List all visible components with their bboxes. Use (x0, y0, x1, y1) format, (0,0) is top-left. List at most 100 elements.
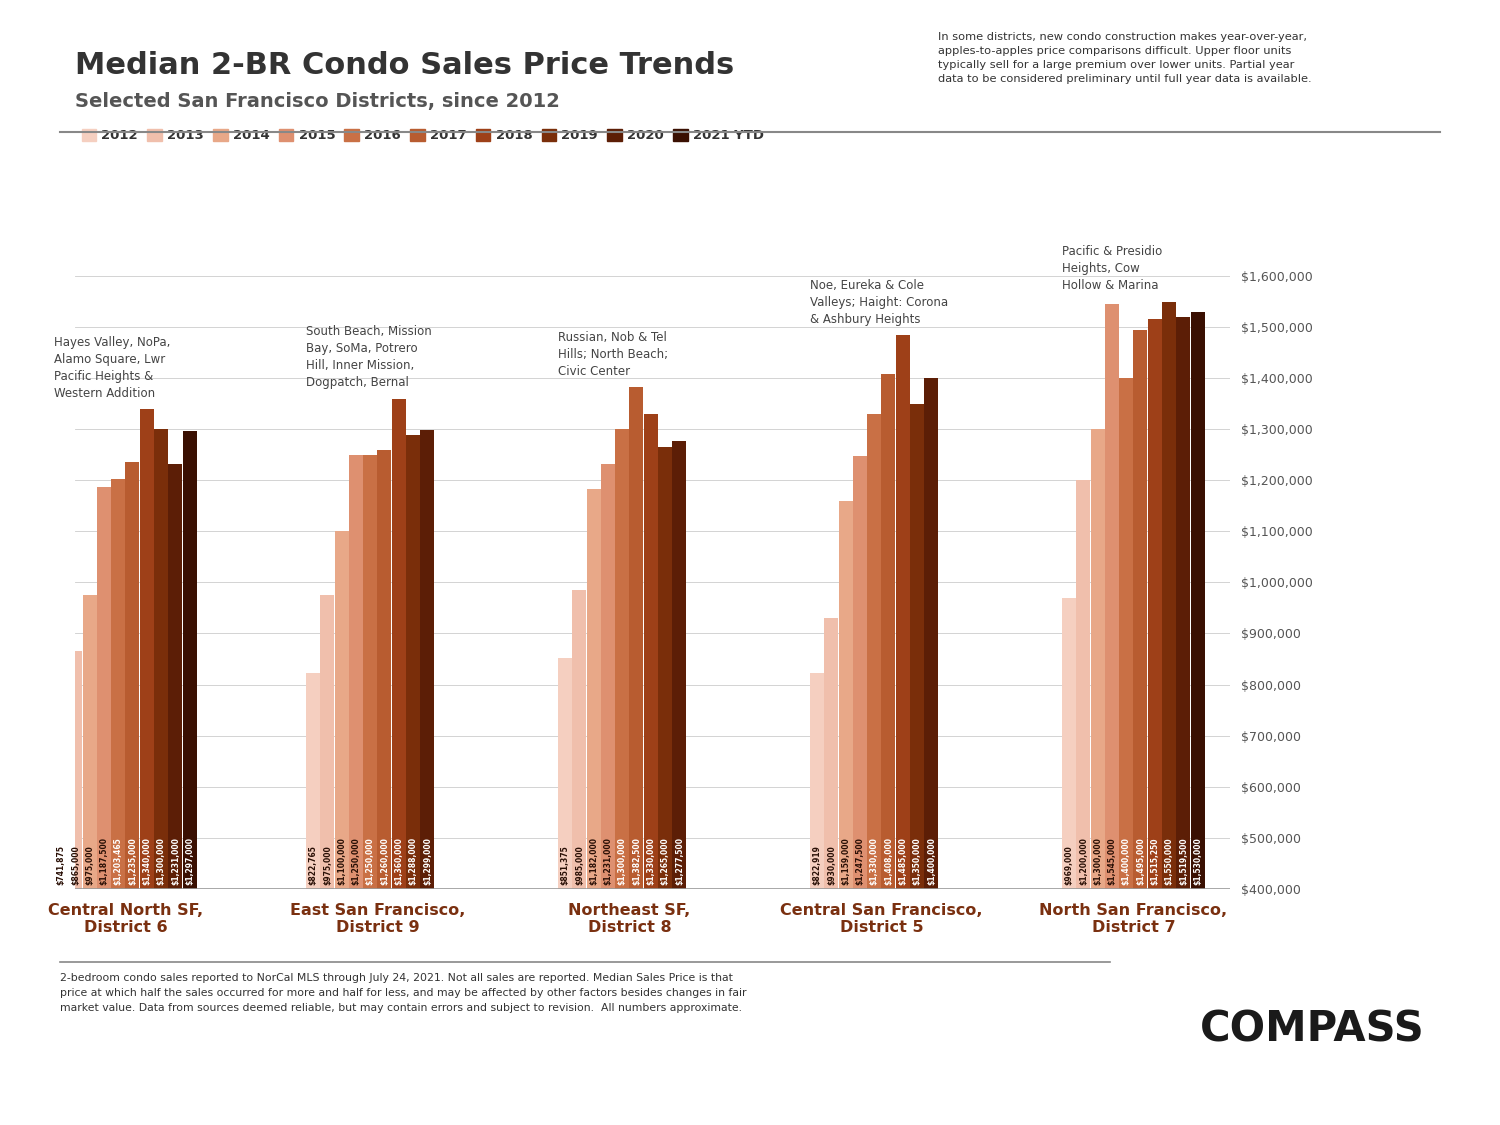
Bar (630, 387, 644, 889)
Text: $1,400,000: $1,400,000 (1122, 837, 1131, 884)
Bar (69, 651, 82, 889)
Text: 2-bedroom condo sales reported to NorCal MLS through July 24, 2021. Not all sale: 2-bedroom condo sales reported to NorCal… (60, 973, 747, 1012)
Bar (1162, 302, 1176, 889)
Text: $969,000: $969,000 (1065, 845, 1074, 884)
Bar (140, 408, 153, 889)
Bar (867, 414, 880, 889)
Bar (615, 430, 628, 889)
Bar (558, 658, 572, 889)
Bar (644, 414, 657, 889)
Text: $1,300,000: $1,300,000 (156, 837, 165, 884)
Text: $930,000: $930,000 (827, 845, 836, 884)
Bar (334, 531, 348, 889)
Bar (1119, 378, 1132, 889)
Bar (839, 502, 852, 889)
Text: $865,000: $865,000 (70, 845, 80, 884)
Text: $822,919: $822,919 (813, 845, 822, 884)
Bar (853, 456, 867, 889)
Text: $1,203,465: $1,203,465 (114, 837, 123, 884)
Bar (363, 455, 376, 889)
Bar (1176, 317, 1190, 889)
Text: $1,300,000: $1,300,000 (618, 837, 627, 884)
Text: $1,382,500: $1,382,500 (632, 837, 640, 884)
Bar (82, 595, 96, 889)
Bar (420, 430, 434, 889)
Text: $1,519,500: $1,519,500 (1179, 837, 1188, 884)
Bar (98, 487, 111, 889)
Text: Hayes Valley, NoPa,
Alamo Square, Lwr
Pacific Heights &
Western Addition: Hayes Valley, NoPa, Alamo Square, Lwr Pa… (54, 335, 171, 399)
Bar (1077, 480, 1090, 889)
Text: $1,182,000: $1,182,000 (590, 837, 598, 884)
Bar (672, 441, 686, 889)
Text: $1,299,000: $1,299,000 (423, 837, 432, 884)
Bar (924, 378, 938, 889)
Bar (306, 673, 320, 889)
Bar (126, 462, 140, 889)
Bar (586, 489, 600, 889)
Text: $1,231,000: $1,231,000 (603, 837, 612, 884)
Bar (378, 450, 392, 889)
Text: $1,330,000: $1,330,000 (870, 837, 879, 884)
Bar (406, 435, 420, 889)
Text: $1,485,000: $1,485,000 (898, 837, 908, 884)
Text: Median 2-BR Condo Sales Price Trends: Median 2-BR Condo Sales Price Trends (75, 51, 735, 80)
Text: $1,288,000: $1,288,000 (408, 837, 417, 884)
Text: $1,187,500: $1,187,500 (99, 837, 108, 884)
Text: COMPASS: COMPASS (1200, 1008, 1425, 1051)
Text: $975,000: $975,000 (322, 845, 332, 884)
Text: $1,360,000: $1,360,000 (394, 837, 404, 884)
Text: $975,000: $975,000 (86, 845, 94, 884)
Bar (896, 335, 909, 889)
Text: $1,277,500: $1,277,500 (675, 837, 684, 884)
Text: $1,550,000: $1,550,000 (1164, 837, 1173, 884)
Bar (1191, 312, 1204, 889)
Text: $1,260,000: $1,260,000 (380, 837, 388, 884)
Bar (602, 465, 615, 889)
Bar (573, 590, 586, 889)
Text: Selected San Francisco Districts, since 2012: Selected San Francisco Districts, since … (75, 92, 560, 111)
Text: $1,530,000: $1,530,000 (1192, 837, 1202, 884)
Text: $1,235,000: $1,235,000 (128, 837, 136, 884)
Text: $1,495,000: $1,495,000 (1136, 837, 1144, 884)
Text: $1,350,000: $1,350,000 (912, 837, 921, 884)
Bar (350, 455, 363, 889)
Bar (183, 431, 196, 889)
Bar (1062, 598, 1076, 889)
Text: $1,340,000: $1,340,000 (142, 837, 152, 884)
Text: $1,100,000: $1,100,000 (338, 837, 346, 884)
Text: Noe, Eureka & Cole
Valleys; Haight: Corona
& Ashbury Heights: Noe, Eureka & Cole Valleys; Haight: Coro… (810, 279, 948, 325)
Bar (168, 465, 182, 889)
Text: $1,408,000: $1,408,000 (884, 837, 892, 884)
Bar (392, 398, 405, 889)
Text: $1,545,000: $1,545,000 (1107, 837, 1116, 884)
Text: $1,330,000: $1,330,000 (646, 837, 656, 884)
Text: Russian, Nob & Tel
Hills; North Beach;
Civic Center: Russian, Nob & Tel Hills; North Beach; C… (558, 331, 668, 378)
Text: $822,765: $822,765 (309, 845, 318, 884)
Legend: 2012, 2013, 2014, 2015, 2016, 2017, 2018, 2019, 2020, 2021 YTD: 2012, 2013, 2014, 2015, 2016, 2017, 2018… (81, 129, 764, 142)
Text: $1,297,000: $1,297,000 (184, 837, 194, 884)
Bar (882, 375, 896, 889)
Bar (1106, 304, 1119, 889)
Text: $1,300,000: $1,300,000 (1094, 837, 1102, 884)
Bar (1148, 319, 1161, 889)
Bar (111, 478, 125, 889)
Text: $741,875: $741,875 (57, 845, 66, 884)
Text: South Beach, Mission
Bay, SoMa, Potrero
Hill, Inner Mission,
Dogpatch, Bernal: South Beach, Mission Bay, SoMa, Potrero … (306, 325, 432, 389)
Text: $1,200,000: $1,200,000 (1078, 837, 1088, 884)
Text: $1,159,000: $1,159,000 (842, 837, 850, 884)
Bar (1090, 430, 1104, 889)
Text: $1,250,000: $1,250,000 (351, 837, 360, 884)
Bar (825, 618, 839, 889)
Bar (321, 595, 334, 889)
Text: $1,231,000: $1,231,000 (171, 837, 180, 884)
Text: $985,000: $985,000 (574, 845, 584, 884)
Text: $851,375: $851,375 (561, 845, 570, 884)
Bar (154, 430, 168, 889)
Bar (54, 714, 68, 889)
Text: $1,400,000: $1,400,000 (927, 837, 936, 884)
Text: $1,250,000: $1,250,000 (366, 837, 375, 884)
Bar (658, 447, 672, 889)
Bar (910, 404, 924, 889)
Text: $1,515,250: $1,515,250 (1150, 837, 1160, 884)
Text: $1,247,500: $1,247,500 (855, 837, 864, 884)
